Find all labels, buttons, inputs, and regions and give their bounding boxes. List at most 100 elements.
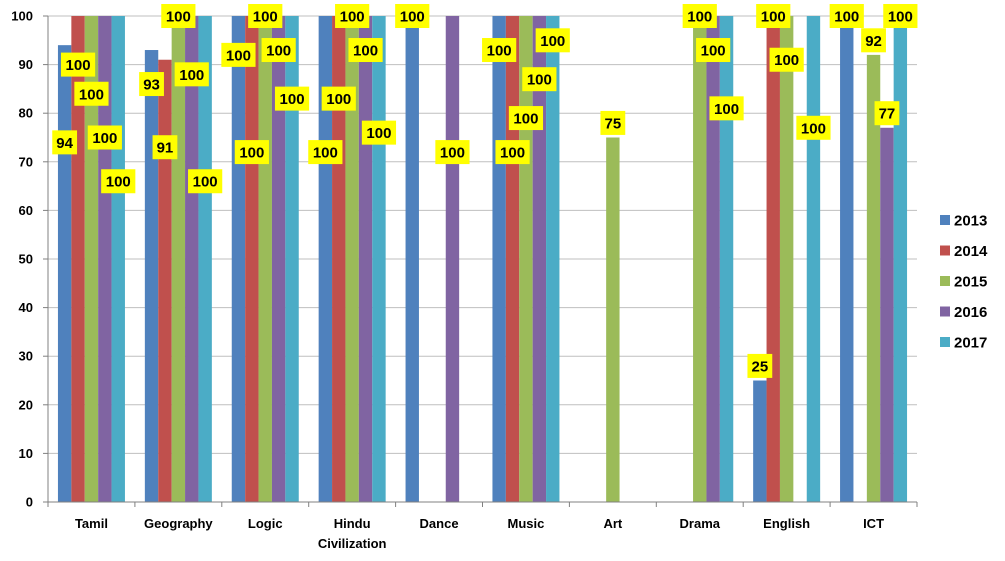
data-label: 100 [829,4,864,28]
data-label-box [874,101,900,126]
legend-swatch-2017 [940,337,950,347]
data-label: 100 [321,86,356,111]
data-label: 25 [747,353,773,378]
bar-2017-5 [546,16,560,502]
x-tick-label-line: Geography [144,516,213,531]
bar-2013-9 [840,16,854,502]
bar-2015-7 [693,16,707,502]
data-label: 100 [508,106,544,131]
data-label-text: 100 [92,130,117,147]
x-tick-label: Art [603,516,622,531]
bar-2015-1 [171,16,186,502]
data-label-text: 100 [266,43,291,60]
bar-2015-8 [779,16,794,502]
data-label-box [274,86,310,111]
data-label: 100 [361,120,397,145]
bar-2017-1 [198,16,212,502]
data-label-box [139,72,164,97]
data-label-text: 94 [56,135,73,152]
data-label-text: 100 [888,9,913,26]
data-label-text: 100 [226,47,251,64]
data-label-text: 100 [513,111,538,128]
x-tick-label: Music [508,516,545,531]
legend-swatch-2016 [940,306,950,317]
bar-2014-5 [505,16,520,502]
y-tick-label: 90 [19,57,33,72]
data-label-text: 100 [440,145,465,162]
data-label-box [395,4,430,28]
data-label: 100 [261,38,296,63]
bar-2014-3 [332,16,346,502]
data-label: 100 [796,115,831,140]
data-label-box [234,140,269,165]
x-tick-label: ICT [863,516,884,531]
bar-2014-2 [245,16,259,502]
data-label-box [161,4,196,28]
data-label-box [508,106,544,131]
x-tick-label-line: Tamil [75,516,108,531]
data-label-box [308,140,343,165]
y-tick-label: 10 [19,446,33,461]
legend-label: 2017 [954,335,987,352]
data-label-box [756,4,791,28]
y-tick-label: 70 [19,154,33,169]
data-label: 100 [696,38,731,63]
data-label-box [829,4,864,28]
data-label-box [248,4,283,28]
legend-label: 2013 [954,213,987,230]
bar-2017-2 [285,16,299,502]
data-label-box [174,62,209,87]
data-label: 100 [335,4,370,28]
data-label: 93 [139,72,164,97]
data-label-text: 100 [540,33,565,50]
x-tick-label: Hindu Civilization [318,516,387,551]
legend-swatch-2014 [940,245,950,256]
data-label-text: 100 [801,120,826,137]
data-label-box [696,38,731,63]
data-label: 100 [308,140,343,165]
data-label: 100 [74,81,109,106]
data-label: 94 [52,130,78,155]
bar-2014-8 [766,16,780,502]
x-tick-label-line: Art [603,516,622,531]
legend-label: 2015 [954,274,987,291]
data-label-text: 100 [326,91,351,108]
data-label-text: 75 [605,115,622,132]
data-label-box [87,125,122,150]
x-tick-label-line: Dance [420,516,459,531]
bar-2015-6 [606,137,620,502]
data-label: 77 [874,101,900,126]
data-label-box [435,140,470,165]
data-label: 100 [248,4,283,28]
data-label-text: 93 [143,77,160,94]
legend-swatch-2015 [940,276,950,286]
data-label: 75 [600,110,626,135]
data-label-text: 100 [487,43,512,60]
data-label-text: 100 [774,52,799,69]
data-label-box [348,38,383,63]
data-label-text: 100 [106,174,131,191]
data-label: 100 [274,86,310,111]
data-label-text: 100 [400,9,425,26]
data-label-box [682,4,717,28]
data-label-box [796,115,831,140]
data-label-text: 25 [752,358,769,375]
data-label-text: 100 [834,9,859,26]
y-axis: 0 10 20 30 40 50 60 70 80 90 100 [11,9,49,510]
bar-2013-4 [405,16,419,502]
data-label-text: 100 [280,91,305,108]
y-tick-label: 40 [19,300,33,315]
data-label: 100 [87,125,122,150]
x-tick-label: Dance [420,516,459,531]
data-label-box [52,130,78,155]
bar-2015-5 [519,16,533,502]
data-label-box [709,96,744,121]
data-label-text: 100 [313,145,338,162]
data-label-box [101,169,136,194]
bar-2016-5 [532,16,547,502]
x-tick-label: Geography [144,516,213,531]
data-label-box [535,28,570,53]
data-label-box [600,110,626,135]
data-label: 100 [535,28,570,53]
data-label-text: 100 [761,9,786,26]
